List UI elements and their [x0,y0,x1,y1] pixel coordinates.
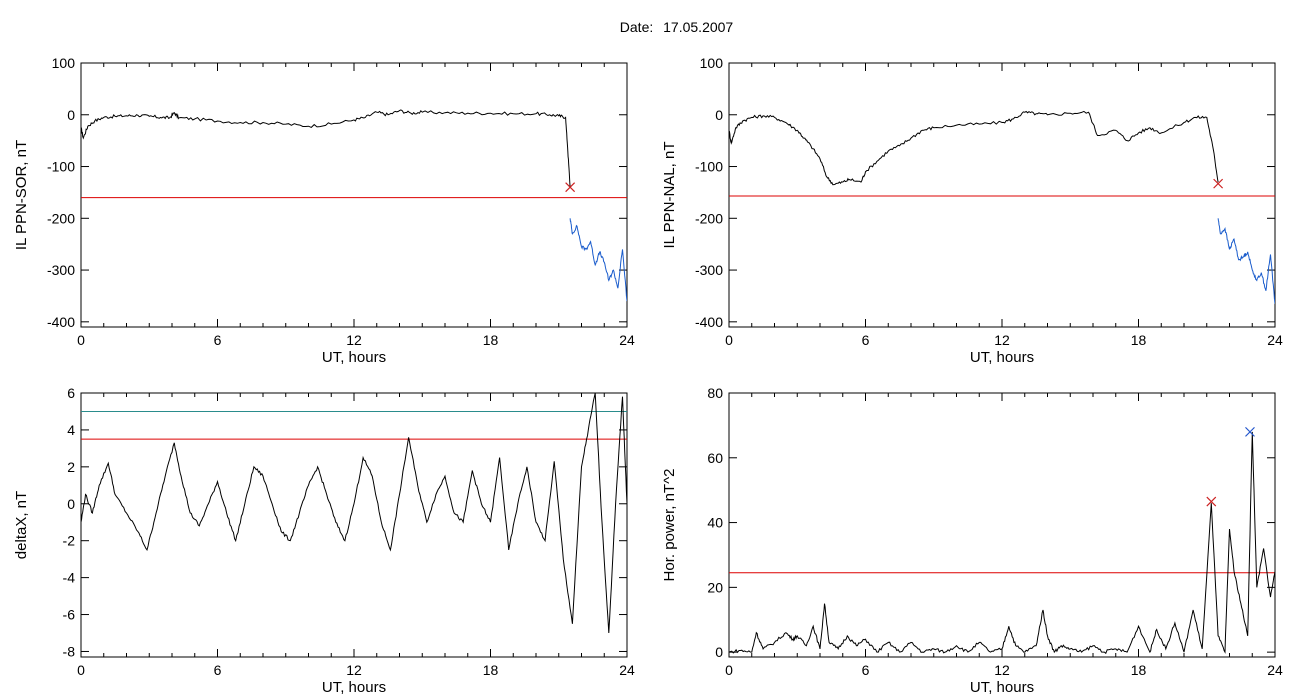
x-tick-label: 18 [1131,662,1147,678]
x-tick-label: 0 [725,662,733,678]
data-layer [729,431,1275,655]
peak-marker-red [1206,496,1217,507]
x-tick-label: 0 [725,332,733,348]
y-tick-label: 40 [707,515,723,531]
figure-title: Date: 17.05.2007 [0,19,1300,35]
y-tick-label: -300 [47,262,75,278]
y-tick-label: 100 [700,55,724,71]
x-axis-title: UT, hours [322,349,386,366]
plot-deltax: 0 6 12 18 24 6 4 2 0 -2 -4 -6 -8 UT, hours deltaX, nT [13,385,635,696]
x-tick-label: 18 [483,662,499,678]
x-tick-label: 24 [619,332,635,348]
series-line-tail [569,218,627,302]
x-tick-label: 6 [214,662,222,678]
plot-il-ppn-sor: 0 6 12 18 24 100 0 -100 -200 -300 -400 UT, hours IL … [13,55,635,366]
date-label: Date: [619,19,654,35]
x-tick-label: 12 [994,332,1010,348]
y-tick-label: -100 [47,159,75,175]
y-tick-label: 4 [67,422,75,438]
plot-il-ppn-nal: 0 6 12 18 24 100 0 -100 -200 -300 -400 UT, hours IL … [661,55,1283,366]
plot-frame [728,392,1276,658]
x-tick-label: 6 [214,332,222,348]
y-tick-label: -8 [63,643,76,659]
x-tick-label: 24 [619,662,635,678]
peak-marker-blue [1245,426,1255,437]
series-line [729,431,1275,655]
plot-frame [80,392,628,658]
x-axis-title: UT, hours [970,349,1034,366]
x-tick-label: 6 [862,332,870,348]
y-tick-label: -200 [47,210,75,226]
y-tick-label: 0 [67,496,75,512]
x-tick-label: 0 [77,662,85,678]
y-tick-label: 100 [52,55,76,71]
series-line [729,110,1219,186]
y-tick-label: -200 [695,210,723,226]
x-axis-title: UT, hours [322,679,386,696]
series-line-tail [1217,218,1275,304]
y-tick-label: -4 [63,570,76,586]
plot-frame [728,62,1276,328]
x-axis-title: UT, hours [970,679,1034,696]
y-axis-title: IL PPN-NAL, nT [661,142,678,249]
y-axis-title: deltaX, nT [13,491,30,559]
series-line [81,109,571,188]
y-tick-label: -400 [47,314,75,330]
y-tick-label: -2 [63,533,76,549]
x-tick-label: 12 [346,662,362,678]
y-tick-label: -400 [695,314,723,330]
x-tick-label: 12 [346,332,362,348]
x-tick-label: 18 [483,332,499,348]
x-tick-label: 12 [994,662,1010,678]
series-line [81,393,627,634]
x-tick-label: 6 [862,662,870,678]
date-value: 17.05.2007 [663,19,734,35]
onset-marker [565,182,576,193]
y-tick-label: -300 [695,262,723,278]
y-tick-label: -100 [695,159,723,175]
data-layer [81,393,627,634]
y-tick-label: 0 [715,107,723,123]
plot-hor-power: 0 6 12 18 24 80 60 40 20 0 UT, hours Hor. power, nT… [661,385,1283,696]
y-tick-label: 6 [67,385,75,401]
onset-marker [1213,178,1224,189]
x-tick-label: 24 [1267,332,1283,348]
y-tick-label: 20 [707,579,723,595]
y-axis-title: Hor. power, nT^2 [661,469,678,582]
x-tick-label: 24 [1267,662,1283,678]
y-tick-label: 80 [707,385,723,401]
y-tick-label: 0 [715,644,723,660]
y-tick-label: -6 [63,607,76,623]
y-tick-label: 60 [707,450,723,466]
plot-frame [80,62,628,328]
data-layer [729,110,1275,304]
y-tick-label: 2 [67,459,75,475]
data-layer [81,109,627,302]
x-tick-label: 0 [77,332,85,348]
y-tick-label: 0 [67,107,75,123]
x-tick-label: 18 [1131,332,1147,348]
y-axis-title: IL PPN-SOR, nT [13,140,30,250]
